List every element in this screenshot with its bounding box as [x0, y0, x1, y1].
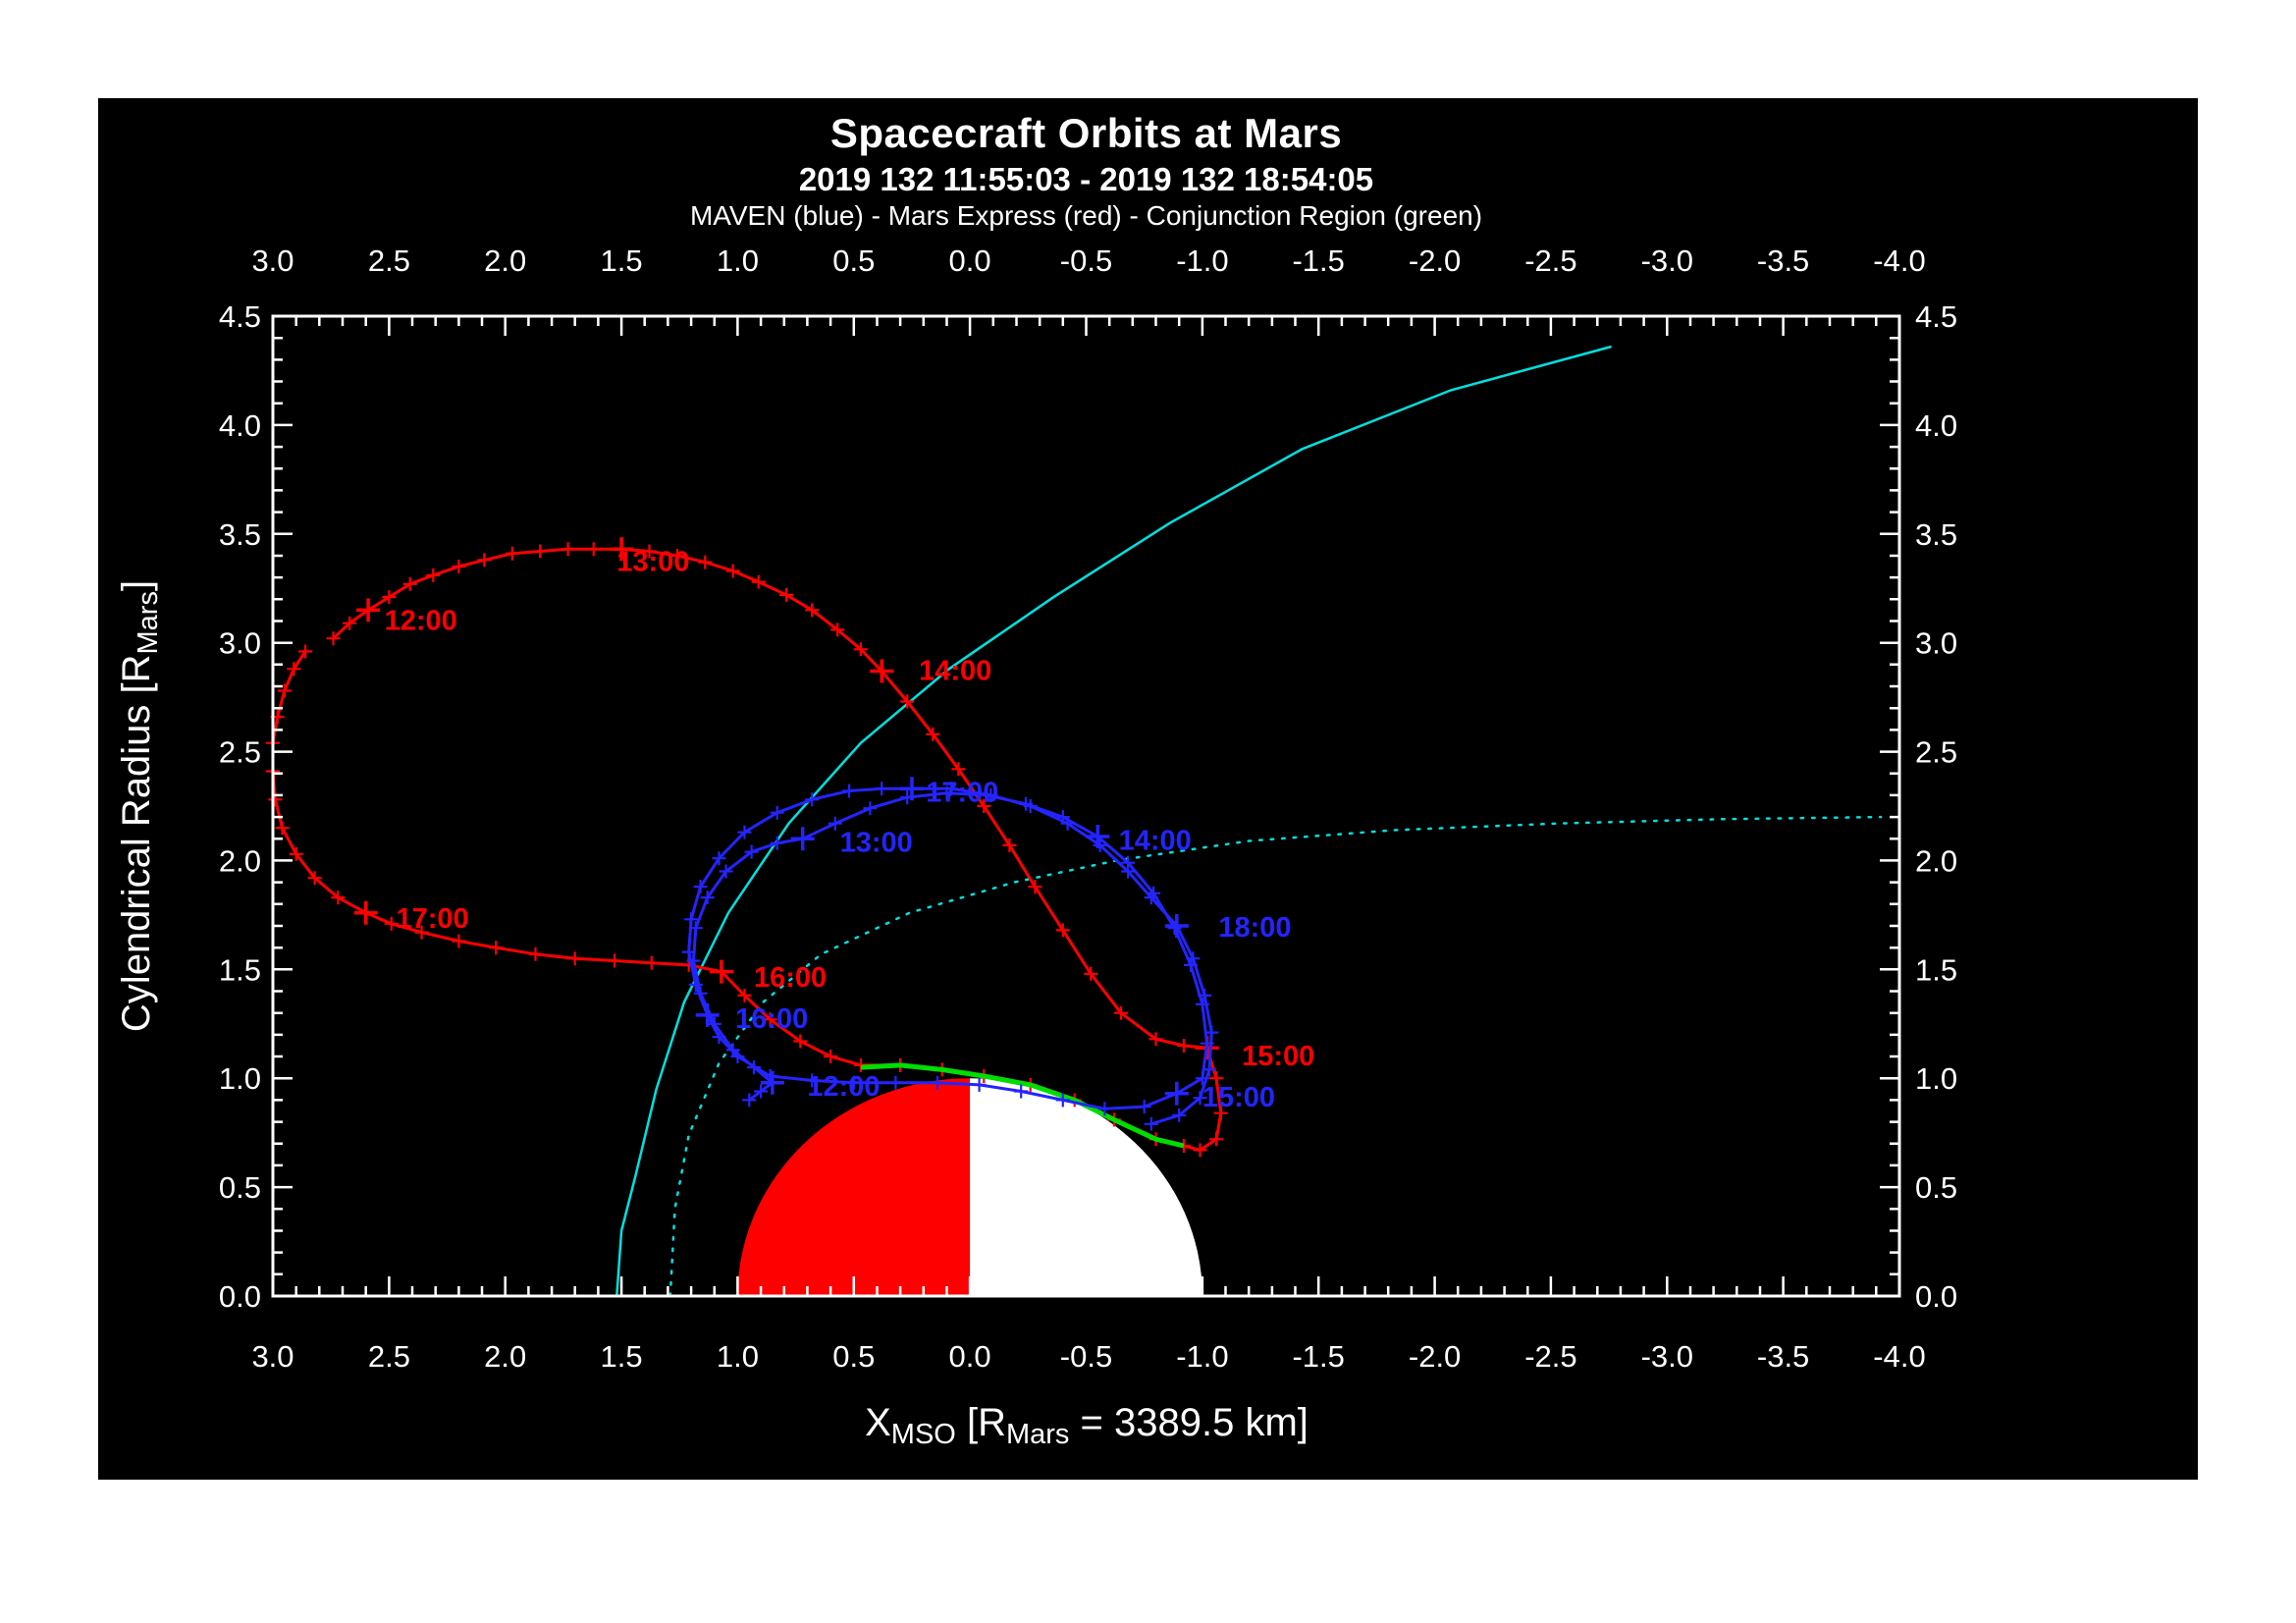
y-tick-label-left: 3.0: [219, 626, 261, 661]
x-axis-title: XMSO​ [RMars​ = 3389.5 km]: [865, 1401, 1308, 1450]
y-tick-label-left: 0.0: [219, 1279, 261, 1314]
y-tick-label-left: 1.5: [219, 952, 261, 987]
x-tick-label-bottom: -1.0: [1176, 1339, 1228, 1374]
axes: 3.0 3.0 2.5 2.5 2.0 2.0 1.5 1.5 1.0 1.0 0.5 0.5 0.0 0…: [115, 243, 1957, 1450]
x-tick-label-top: -2.0: [1409, 243, 1461, 278]
mars-express-orbit-time-label: 16:00: [754, 962, 827, 994]
mars-express-orbit-time-label: 12:00: [385, 605, 457, 636]
x-tick-label-bottom: 0.0: [949, 1339, 991, 1374]
x-tick-label-bottom: -4.0: [1873, 1339, 1925, 1374]
y-tick-label-left: 2.5: [219, 735, 261, 770]
conjunction-region: [860, 1062, 1185, 1149]
y-tick-label-right: 4.0: [1915, 408, 1957, 443]
y-tick-label-left: 2.0: [219, 843, 261, 878]
maven-orbit: 12:00 13:00 14:00 15:00 16:00 17:00 18:00: [681, 777, 1292, 1131]
x-tick-label-top: -0.5: [1060, 243, 1112, 278]
x-tick-label-top: -4.0: [1873, 243, 1925, 278]
x-tick-label-bottom: 1.5: [601, 1339, 643, 1374]
maven-orbit-time-label: 14:00: [1119, 825, 1192, 856]
y-tick-label-left: 4.0: [219, 408, 261, 443]
plot-panel: Spacecraft Orbits at Mars 2019 132 11:55…: [98, 98, 2198, 1480]
maven-orbit-time-label: 18:00: [1218, 912, 1291, 944]
x-tick-label-bottom: 3.0: [251, 1339, 294, 1374]
x-tick-label-bottom: 1.0: [717, 1339, 759, 1374]
plot-time-range: 2019 132 11:55:03 - 2019 132 18:54:05: [798, 161, 1374, 197]
x-tick-label-top: -3.5: [1757, 243, 1809, 278]
x-tick-label-top: 1.5: [601, 243, 643, 278]
y-tick-label-right: 0.5: [1915, 1170, 1957, 1205]
x-tick-label-top: -2.5: [1524, 243, 1576, 278]
y-tick-label-right: 3.0: [1915, 626, 1957, 661]
mars-dayside: [737, 1078, 971, 1296]
x-tick-label-top: 0.5: [832, 243, 875, 278]
y-tick-label-right: 1.5: [1915, 952, 1957, 987]
x-tick-label-bottom: -2.0: [1409, 1339, 1461, 1374]
x-tick-label-top: 2.0: [484, 243, 526, 278]
mars-express-orbit-time-label: 14:00: [919, 655, 991, 686]
x-tick-label-bottom: 2.5: [368, 1339, 410, 1374]
x-tick-label-bottom: -1.5: [1292, 1339, 1344, 1374]
mars-express-orbit-time-label: 13:00: [616, 547, 689, 578]
x-tick-label-top: 2.5: [368, 243, 410, 278]
y-tick-label-right: 2.0: [1915, 843, 1957, 878]
orbit-chart: 12:00 13:00 14:00 15:00 16:00 17:00 12:00 13:00…: [115, 243, 1957, 1450]
axis-ticks: [271, 314, 1901, 1298]
bow-shock-path: [615, 345, 1612, 1297]
y-tick-label-right: 3.5: [1915, 517, 1957, 552]
magnetic-pileup-boundary-path: [668, 815, 1883, 1298]
x-tick-label-top: 3.0: [251, 243, 294, 278]
y-tick-label-right: 4.5: [1915, 299, 1957, 334]
bow-shock: [615, 345, 1612, 1297]
maven-orbit-time-label: 16:00: [735, 1003, 808, 1035]
x-tick-label-bottom: 2.0: [484, 1339, 526, 1374]
x-tick-label-top: -1.0: [1176, 243, 1228, 278]
mars-express-orbit-time-label: 15:00: [1242, 1041, 1314, 1072]
conjunction-region-path: [860, 1062, 1185, 1149]
maven-orbit-time-label: 15:00: [1202, 1082, 1275, 1113]
x-tick-label-top: 1.0: [717, 243, 759, 278]
x-tick-label-bottom: 0.5: [832, 1339, 875, 1374]
y-tick-label-left: 4.5: [219, 299, 261, 334]
y-axis-title: Cylendrical Radius [RMars​]: [115, 580, 164, 1032]
x-tick-label-top: -3.0: [1641, 243, 1693, 278]
y-tick-label-left: 1.0: [219, 1061, 261, 1096]
x-tick-label-bottom: -3.0: [1641, 1339, 1693, 1374]
y-tick-label-right: 1.0: [1915, 1061, 1957, 1096]
plot-legend-line: MAVEN (blue) - Mars Express (red) - Conj…: [689, 200, 1483, 231]
y-tick-label-right: 0.0: [1915, 1279, 1957, 1314]
x-tick-label-top: -1.5: [1292, 243, 1344, 278]
plot-title: Spacecraft Orbits at Mars: [829, 110, 1343, 156]
x-tick-label-bottom: -0.5: [1060, 1339, 1112, 1374]
x-tick-label-bottom: -3.5: [1757, 1339, 1809, 1374]
x-tick-label-top: 0.0: [949, 243, 991, 278]
maven-orbit-hour-markers: [695, 777, 1189, 1106]
mars-express-orbit-time-label: 17:00: [397, 903, 469, 935]
maven-orbit-time-label: 13:00: [840, 828, 913, 859]
mars-nightside: [970, 1078, 1202, 1296]
y-tick-label-left: 0.5: [219, 1170, 261, 1205]
maven-orbit-time-label: 17:00: [926, 778, 998, 809]
x-tick-label-bottom: -2.5: [1524, 1339, 1576, 1374]
magnetic-pileup-boundary: [668, 815, 1883, 1298]
maven-orbit-time-label: 12:00: [807, 1071, 880, 1103]
mars-disk: [737, 1078, 1202, 1296]
y-tick-label-left: 3.5: [219, 517, 261, 552]
y-tick-label-right: 2.5: [1915, 735, 1957, 770]
